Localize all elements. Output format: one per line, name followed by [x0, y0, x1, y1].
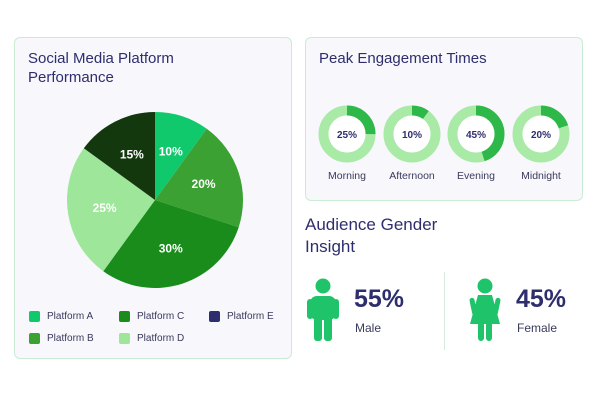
legend-item: Platform A — [29, 311, 93, 322]
legend-label: Platform C — [137, 311, 185, 322]
female-label: Female — [517, 321, 558, 335]
donut-value: 45% — [466, 130, 486, 141]
donut-label: Evening — [457, 170, 495, 182]
legend-item: Platform D — [119, 333, 184, 344]
pie-slice-platform-e — [83, 112, 155, 200]
peak-engagement-card: Peak Engagement Times 25% Morning 10% After… — [305, 37, 583, 201]
donut-afternoon: 10% Afternoon — [383, 105, 441, 182]
legend-swatch — [29, 333, 40, 344]
pie-slice-platform-b — [155, 128, 243, 228]
donut-hole — [328, 115, 366, 153]
peak-engagement-title: Peak Engagement Times — [319, 50, 487, 67]
platform-performance-card: Social Media Platform Performance 10% 20%… — [14, 37, 292, 359]
donut-charts: 25% Morning 10% Afternoon 45% Evening 20% Midni… — [318, 105, 570, 182]
donut-midnight: 20% Midnight — [512, 105, 570, 182]
legend-label: Platform D — [137, 333, 185, 344]
legend-swatch — [119, 311, 130, 322]
donut-hole — [457, 115, 495, 153]
pie-slice-platform-a — [155, 112, 207, 200]
male-person-icon — [307, 278, 339, 341]
pie-chart-title: Social Media Platform Performance — [28, 50, 174, 86]
male-percentage: 55% — [354, 285, 405, 313]
legend-swatch — [119, 333, 130, 344]
donut-label: Afternoon — [389, 170, 435, 182]
donut-value: 10% — [402, 130, 422, 141]
gender-insight-title: Audience Gender Insight — [305, 215, 438, 256]
female-person-icon — [469, 278, 501, 341]
donut-arc — [383, 105, 441, 163]
pie-slice-label: 15% — [120, 148, 144, 162]
legend-item: Platform E — [209, 311, 274, 322]
legend-swatch — [29, 311, 40, 322]
donut-morning: 25% Morning — [318, 105, 376, 182]
legend-label: Platform B — [47, 333, 94, 344]
female-percentage: 45% — [516, 285, 567, 313]
donut-value: 20% — [531, 130, 551, 141]
donut-label: Morning — [328, 170, 366, 182]
pie-chart: 10% 20% 30% 25% 15% — [67, 112, 243, 288]
legend-label: Platform E — [227, 311, 274, 322]
donut-value: 25% — [337, 130, 357, 141]
gender-divider — [444, 272, 445, 350]
donut-arc — [318, 105, 376, 163]
legend-item: Platform B — [29, 333, 94, 344]
male-label: Male — [355, 321, 382, 335]
legend-label: Platform A — [47, 311, 94, 322]
donut-hole — [522, 115, 560, 153]
donut-arc — [512, 105, 570, 163]
pie-slice-label: 30% — [159, 242, 183, 256]
donut-label: Midnight — [521, 170, 561, 182]
legend-swatch — [209, 311, 220, 322]
pie-slice-platform-d — [67, 148, 155, 272]
pie-slice-platform-c — [103, 200, 239, 288]
pie-slice-label: 10% — [159, 144, 183, 158]
pie-slice-label: 20% — [192, 177, 216, 191]
legend-item: Platform C — [119, 311, 184, 322]
donut-arc — [447, 105, 505, 163]
pie-slice-label: 25% — [93, 201, 117, 215]
donut-evening: 45% Evening — [447, 105, 505, 182]
donut-hole — [393, 115, 431, 153]
